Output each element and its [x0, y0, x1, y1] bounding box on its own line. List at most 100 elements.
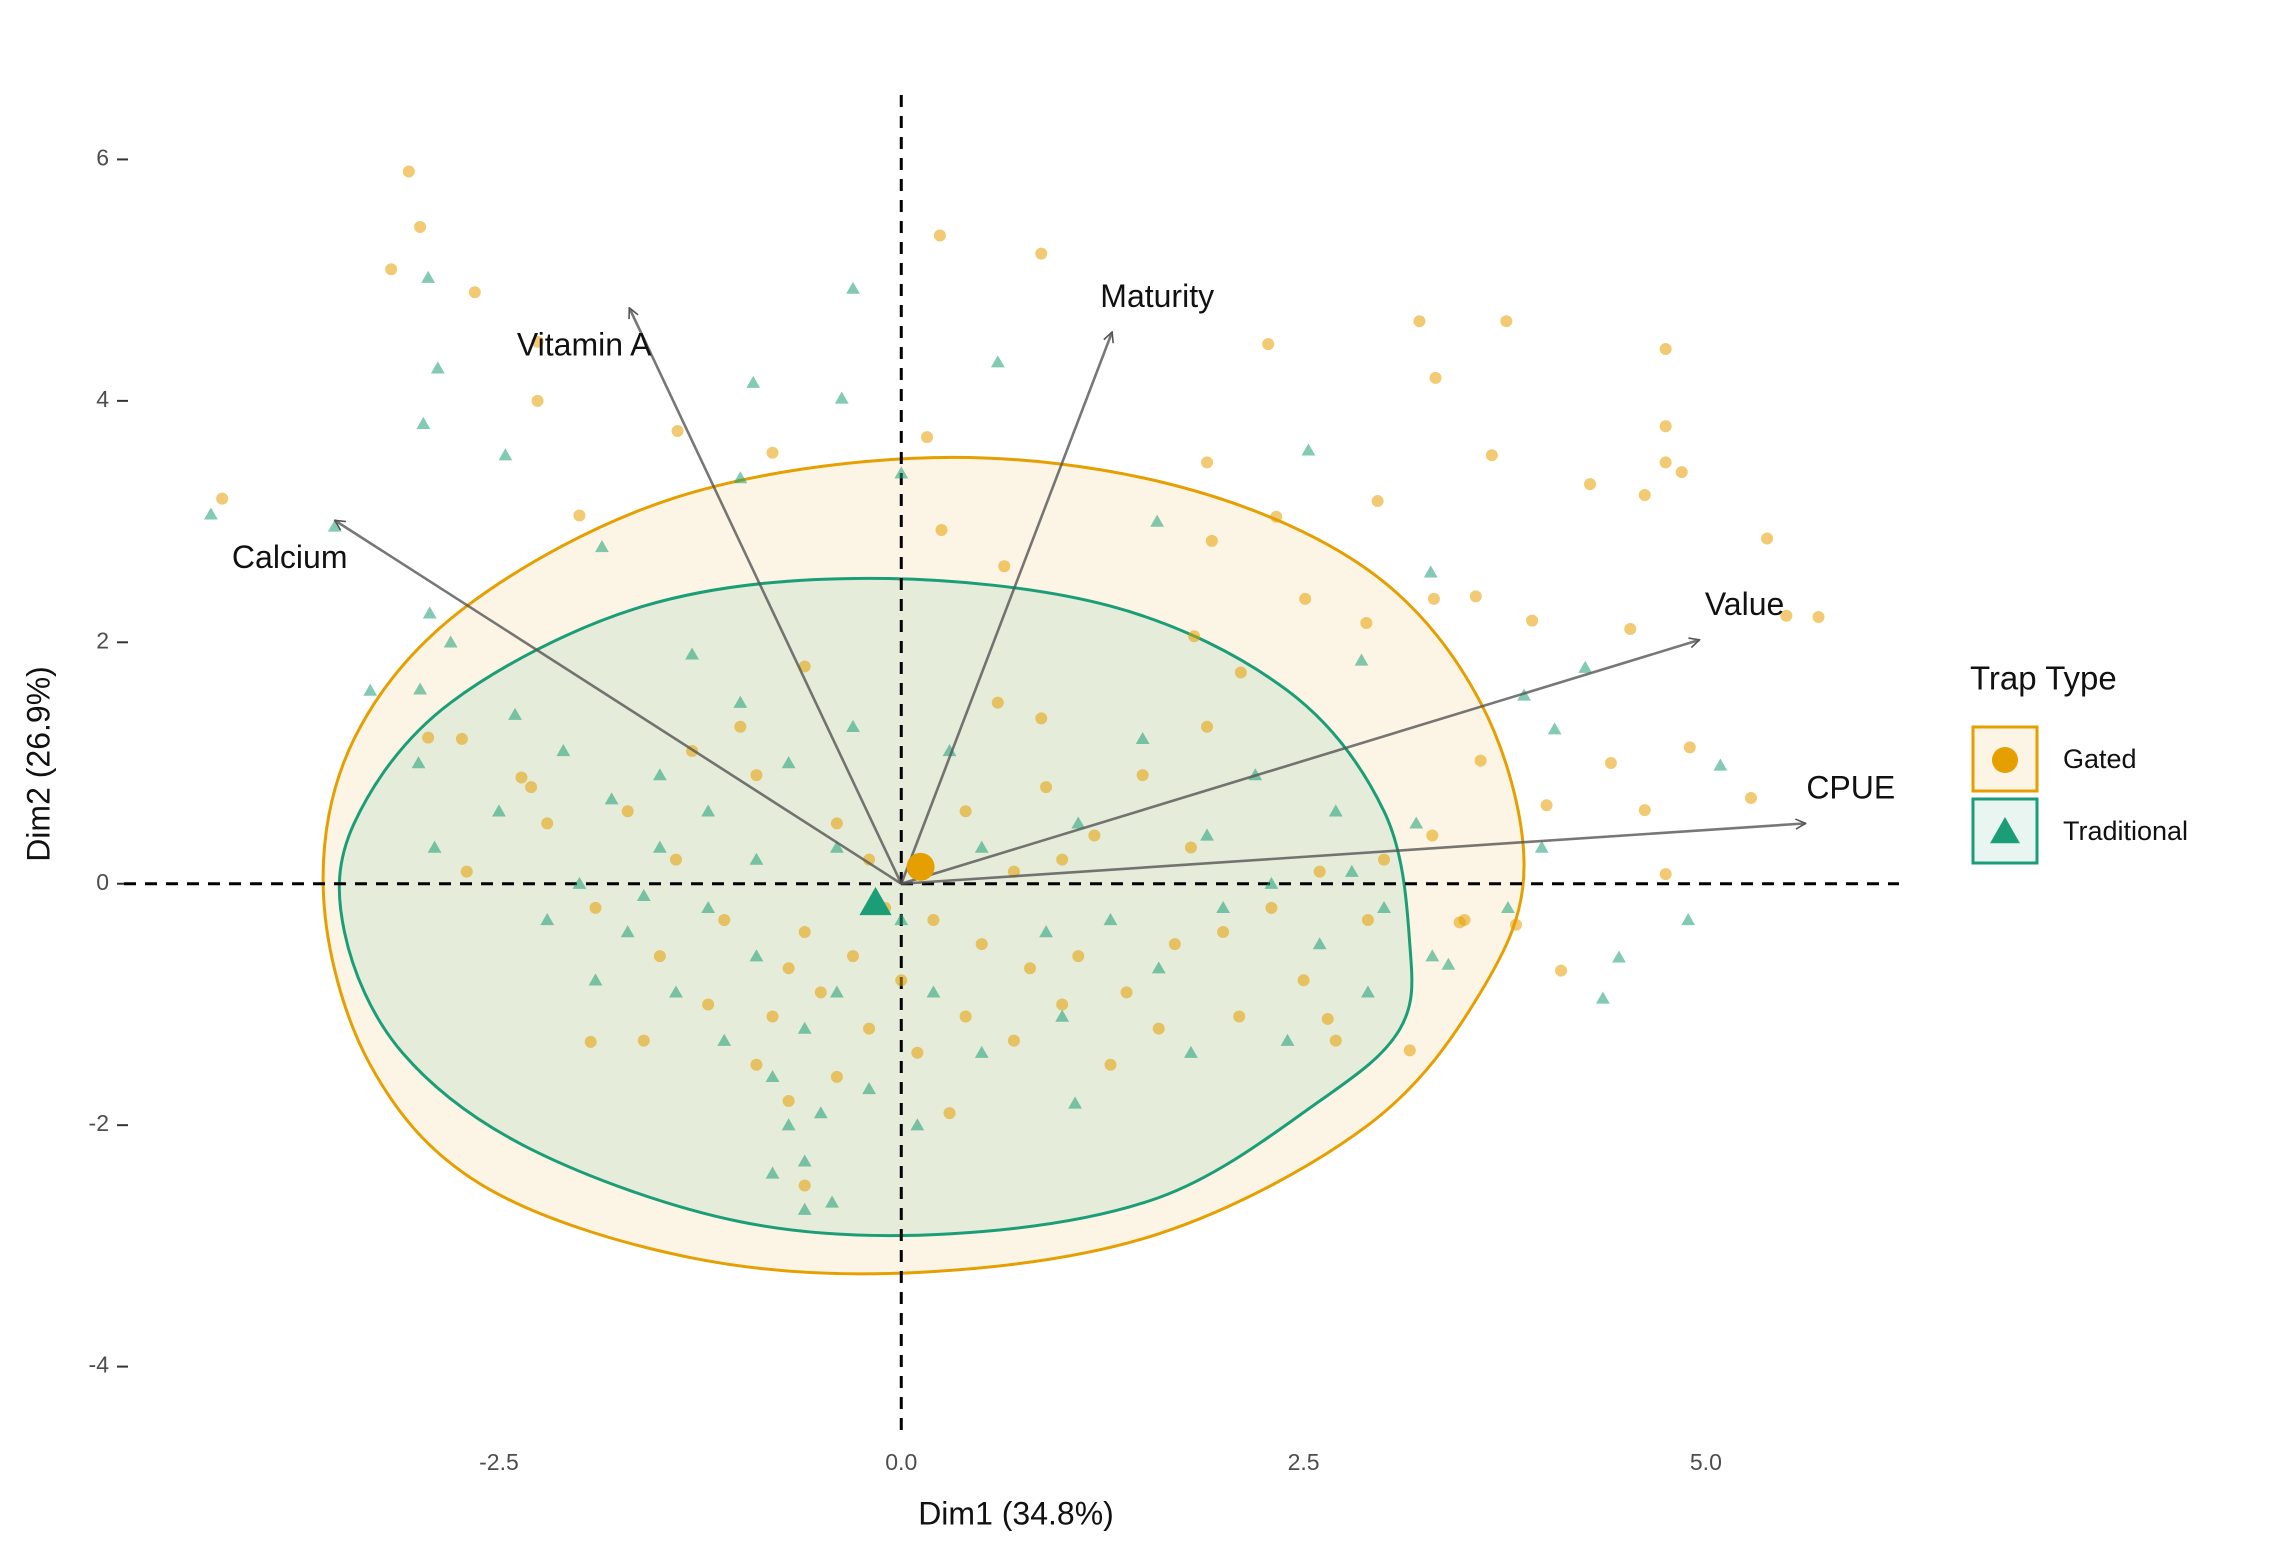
data-point — [1040, 781, 1053, 794]
data-point — [1638, 804, 1651, 817]
x-tick-label: 0.0 — [885, 1449, 917, 1475]
data-point — [1659, 456, 1672, 469]
data-point — [1150, 514, 1165, 527]
data-point — [825, 1195, 839, 1208]
data-point — [895, 974, 908, 987]
data-point — [1624, 623, 1637, 636]
data-point — [455, 732, 468, 745]
data-point — [1578, 660, 1593, 673]
group-mean — [906, 852, 935, 881]
legend-label: Gated — [2063, 744, 2137, 774]
data-point — [1151, 961, 1166, 974]
data-point — [1547, 722, 1562, 735]
data-point — [798, 1179, 811, 1192]
data-point — [671, 425, 684, 438]
data-point — [781, 756, 796, 769]
data-point — [531, 335, 544, 348]
variable-arrow — [900, 640, 1699, 885]
data-point — [959, 1010, 972, 1023]
data-point — [750, 769, 763, 782]
data-point — [572, 876, 587, 889]
data-point — [1104, 1058, 1117, 1071]
data-point — [974, 840, 989, 853]
data-point — [829, 840, 844, 853]
group-mean — [859, 886, 892, 916]
data-point — [1188, 630, 1201, 643]
data-point — [1409, 816, 1424, 829]
data-point — [1595, 991, 1610, 1004]
data-point — [1201, 456, 1214, 469]
y-tick-label: 6 — [96, 145, 109, 171]
data-point — [443, 635, 458, 648]
data-point — [1361, 913, 1374, 926]
data-point — [765, 1069, 780, 1083]
data-point — [1056, 998, 1069, 1011]
variable-arrow — [901, 823, 1805, 886]
data-point — [402, 165, 415, 178]
data-point — [1584, 478, 1597, 491]
data-point — [933, 229, 946, 242]
data-point — [733, 695, 748, 708]
data-point — [1329, 1034, 1342, 1047]
data-point — [1500, 315, 1513, 328]
data-point — [621, 805, 634, 818]
data-point — [749, 949, 764, 962]
data-point — [733, 471, 748, 484]
data-point — [717, 1033, 732, 1046]
data-point — [1659, 420, 1672, 433]
data-point — [1039, 925, 1053, 938]
data-point — [765, 1166, 780, 1179]
data-point — [1184, 1045, 1198, 1058]
data-point — [911, 1046, 924, 1059]
data-point — [685, 647, 699, 660]
y-tick-label: 2 — [96, 627, 109, 653]
data-point — [1264, 876, 1279, 889]
legend-symbol — [1992, 747, 2018, 773]
data-point — [540, 913, 555, 926]
data-point — [701, 804, 716, 817]
data-point — [637, 1034, 650, 1047]
data-point — [427, 840, 442, 853]
data-point — [1205, 534, 1218, 547]
data-point — [834, 391, 849, 404]
legend-symbol — [1990, 817, 2020, 844]
y-axis-title: Dim2 (26.9%) — [20, 666, 56, 862]
data-point — [1301, 443, 1316, 456]
data-point — [921, 431, 934, 444]
data-point — [1299, 592, 1312, 605]
data-point — [766, 1010, 779, 1023]
data-point — [1328, 804, 1343, 817]
data-point — [669, 853, 682, 866]
data-point — [1056, 853, 1069, 866]
data-point — [1371, 495, 1384, 508]
data-point — [1201, 720, 1214, 733]
data-point — [595, 540, 609, 553]
data-point — [974, 1045, 989, 1058]
data-point — [1458, 913, 1471, 926]
y-tick-label: 0 — [96, 869, 109, 895]
data-point — [1378, 853, 1391, 866]
data-point — [652, 768, 667, 781]
data-point — [1184, 841, 1197, 854]
data-point — [1071, 816, 1086, 829]
data-point — [1072, 950, 1085, 963]
data-point — [636, 888, 651, 901]
data-point — [413, 682, 428, 695]
data-point — [1403, 1044, 1416, 1057]
data-point — [1200, 828, 1214, 841]
data-point — [1675, 466, 1688, 479]
data-point — [492, 804, 506, 817]
data-point — [1659, 868, 1672, 881]
data-point — [1540, 799, 1553, 812]
data-point — [718, 913, 731, 926]
data-point — [1761, 532, 1774, 545]
data-point — [830, 1070, 843, 1083]
data-point — [1234, 666, 1247, 679]
data-point — [1354, 653, 1369, 666]
data-point — [216, 492, 229, 505]
data-point — [589, 901, 602, 914]
data-point — [910, 1118, 925, 1131]
data-point — [1297, 974, 1310, 987]
data-point — [1270, 510, 1283, 523]
data-point — [203, 507, 218, 520]
